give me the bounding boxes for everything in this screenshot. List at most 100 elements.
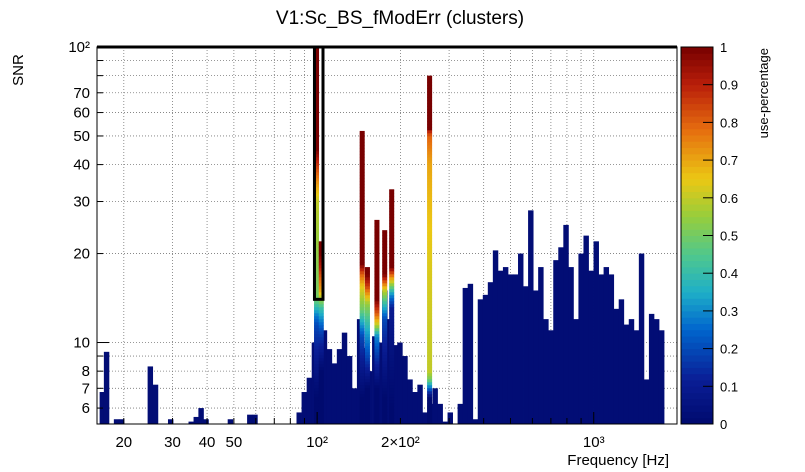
spike-cell	[427, 364, 433, 368]
colorbar-ticks: 0 0.1 0.2 0.3 0.4 0.5 0.6 0.7 0.8 0.9 1	[703, 40, 738, 432]
spike-cell	[427, 109, 433, 113]
spike-cell	[374, 418, 380, 422]
spike-cell	[364, 310, 370, 314]
spike-cell	[318, 391, 324, 395]
colorbar-cell	[681, 122, 713, 130]
histogram-bar	[548, 330, 554, 424]
spike-cell	[389, 337, 395, 341]
spike-cell	[382, 244, 388, 248]
spike-cell	[382, 253, 388, 257]
spike-cell	[364, 292, 370, 296]
spike-cell	[382, 313, 388, 317]
spike-cell	[389, 412, 395, 416]
spike-cell	[314, 340, 320, 344]
spike-cell	[318, 421, 324, 425]
spike-cell	[359, 322, 365, 326]
spike-cell	[318, 301, 324, 305]
spike-cell	[314, 265, 320, 269]
histogram-bar	[321, 330, 328, 424]
histogram-bar	[477, 299, 484, 424]
spike-cell	[314, 70, 320, 74]
y-tick-label: 70	[73, 85, 90, 102]
spike-cell	[364, 271, 370, 275]
colorbar-cell	[681, 361, 713, 368]
histogram-bar	[301, 392, 307, 424]
spike-cell	[318, 397, 324, 401]
spike-cell	[314, 178, 320, 182]
y-tick-label: 30	[73, 194, 90, 211]
spike-cell	[314, 184, 320, 188]
spike-cell	[427, 388, 433, 392]
spike-cell	[374, 421, 380, 425]
spike-cell	[359, 349, 365, 353]
spike-cell	[359, 199, 365, 203]
spike-cell	[374, 301, 380, 305]
spike-cell	[364, 373, 370, 377]
spike-cell	[389, 355, 395, 359]
spike-cell	[359, 187, 365, 191]
colorbar-tick-label: 0.2	[720, 342, 738, 357]
spike-cell	[427, 136, 433, 140]
spike-cell	[389, 385, 395, 389]
spike-cell	[427, 328, 433, 332]
spike-cell	[364, 397, 370, 401]
spike-cell	[389, 394, 395, 398]
spike-cell	[314, 229, 320, 233]
spike-cell	[427, 352, 433, 356]
spike-cell	[382, 346, 388, 350]
spike-cell	[427, 76, 433, 80]
spike-cell	[427, 283, 433, 287]
spike-cell	[389, 343, 395, 347]
spike-cell	[364, 286, 370, 290]
spike-cell	[427, 94, 433, 98]
spike-cell	[359, 178, 365, 182]
histogram-bar	[412, 392, 418, 424]
y-tick-label: 10²	[68, 39, 90, 56]
y-tick-label: 40	[73, 157, 90, 174]
spike-cell	[359, 367, 365, 371]
spike-cell	[389, 406, 395, 410]
spike-cell	[314, 376, 320, 380]
spike-cell	[318, 373, 324, 377]
spike-cell	[359, 160, 365, 164]
spike-cell	[389, 280, 395, 284]
spike-cell	[382, 352, 388, 356]
spike-cell	[318, 385, 324, 389]
spike-cell	[374, 259, 380, 263]
spike-cell	[364, 307, 370, 311]
spike-cell	[314, 247, 320, 251]
spike-cell	[359, 163, 365, 167]
spike-cell	[318, 349, 324, 353]
spike-cell	[389, 319, 395, 323]
spike-cell	[359, 241, 365, 245]
spike-cell	[427, 406, 433, 410]
spike-cell	[427, 229, 433, 233]
spike-cell	[427, 79, 433, 83]
spike-cell	[318, 244, 324, 248]
spike-cell	[359, 238, 365, 242]
spike-cell	[427, 316, 433, 320]
histogram-bar	[487, 282, 494, 424]
spike-cell	[314, 322, 320, 326]
colorbar-tick-label: 0.8	[720, 115, 738, 130]
spike-cell	[314, 331, 320, 335]
spike-cell	[314, 199, 320, 203]
spike-cell	[382, 230, 388, 233]
spike-cell	[382, 307, 388, 311]
spike-cell	[314, 244, 320, 248]
spike-cell	[374, 358, 380, 362]
spike-cell	[389, 352, 395, 356]
colorbar-cell	[681, 116, 713, 123]
spike-cell	[389, 229, 395, 233]
histogram-bar	[492, 250, 499, 424]
spike-cell	[389, 346, 395, 350]
colorbar-cell	[681, 216, 713, 224]
spike-cell	[427, 349, 433, 353]
spike-cell	[314, 97, 320, 101]
spike-cell	[427, 346, 433, 350]
spike-cell	[364, 409, 370, 413]
spike-cell	[364, 370, 370, 374]
histogram-bar	[252, 414, 258, 424]
histogram-bar	[512, 274, 519, 424]
colorbar-cell	[681, 72, 713, 79]
